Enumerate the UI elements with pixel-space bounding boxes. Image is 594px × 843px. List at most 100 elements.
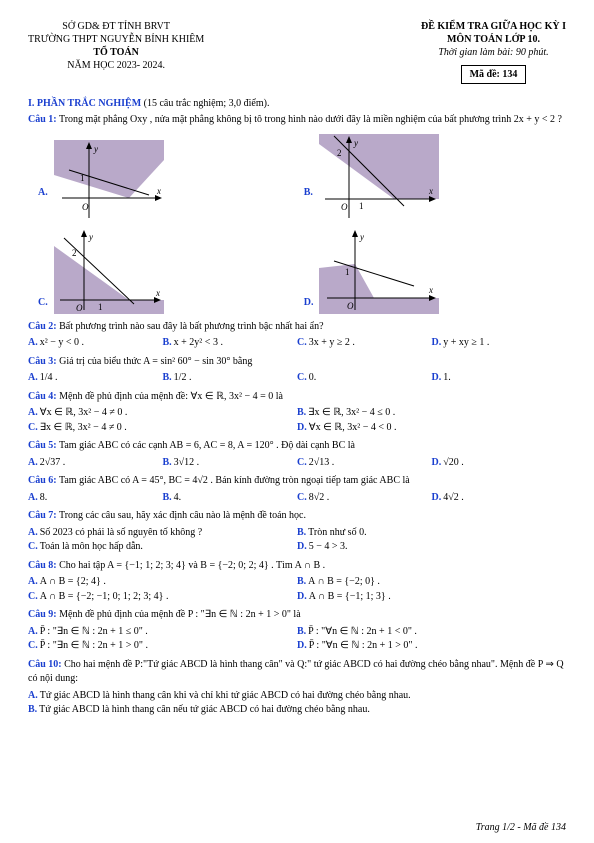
q6-d: D.4√2 . [432, 491, 567, 506]
question-10: Câu 10: Cho hai mệnh đề P:"Tứ giác ABCD … [28, 658, 566, 718]
q10-opts: A.Tứ giác ABCD là hình thang cân khi và … [28, 689, 566, 718]
q8-b: B.A ∩ B = {−2; 0} . [297, 575, 566, 590]
q3-text: Giá trị của biểu thức A = sin² 60° − sin… [59, 356, 252, 367]
section-i: I. PHẦN TRẮC NGHIỆM (15 câu trắc nghiệm;… [28, 98, 566, 109]
q6-text: Tam giác ABC có A = 45°, BC = 4√2 . Bán … [59, 475, 410, 486]
question-3: Câu 3: Giá trị của biểu thức A = sin² 60… [28, 355, 566, 386]
q2-a: A.x² − y < 0 . [28, 336, 163, 351]
q8-label: Câu 8: [28, 560, 57, 571]
svg-text:O: O [347, 301, 354, 311]
q7-label: Câu 7: [28, 510, 57, 521]
q4-b: B.∃x ∈ ℝ, 3x² − 4 ≤ 0 . [297, 406, 566, 421]
org-line4: NĂM HỌC 2023- 2024. [28, 59, 204, 72]
q5-text: Tam giác ABC có các cạnh AB = 6, AC = 8,… [59, 440, 355, 451]
q6-opts: A.8. B.4. C.8√2 . D.4√2 . [28, 491, 566, 506]
svg-text:O: O [82, 202, 89, 212]
section-i-label: I. PHẦN TRẮC NGHIỆM [28, 98, 141, 109]
q1-graphs-row1: A. O 1 x y B. [38, 134, 566, 222]
q3-b: B.1/2 . [163, 371, 298, 386]
q6-c: C.8√2 . [297, 491, 432, 506]
q1-opt-b-label: B. [304, 187, 313, 222]
q5-d: D.√20 . [432, 456, 567, 471]
q8-a: A.A ∩ B = {2; 4} . [28, 575, 297, 590]
svg-text:y: y [88, 232, 93, 242]
q2-c: C.3x + y ≥ 2 . [297, 336, 432, 351]
q1-opt-a-wrap: A. O 1 x y [38, 134, 164, 222]
question-8: Câu 8: Cho hai tập A = {−1; 1; 2; 3; 4} … [28, 559, 566, 605]
q8-text: Cho hai tập A = {−1; 1; 2; 3; 4} và B = … [59, 560, 325, 571]
q10-b: B.Tứ giác ABCD là hình thang cân nếu tứ … [28, 703, 566, 718]
svg-text:1: 1 [359, 201, 364, 211]
q9-b: B.P̄ : "∀n ∈ ℕ : 2n + 1 < 0" . [297, 625, 566, 640]
exam-code: Mã đề: 134 [461, 65, 527, 84]
graph-a: O 1 x y [54, 140, 164, 222]
svg-text:1: 1 [98, 302, 103, 312]
q5-b: B.3√12 . [163, 456, 298, 471]
q1-opt-c-label: C. [38, 297, 48, 314]
question-7: Câu 7: Trong các câu sau, hãy xác định c… [28, 509, 566, 555]
q2-label: Câu 2: [28, 321, 57, 332]
question-1: Câu 1: Trong mặt phẳng Oxy , nửa mặt phẳ… [28, 113, 566, 128]
svg-text:1: 1 [345, 267, 350, 277]
q6-b: B.4. [163, 491, 298, 506]
svg-text:y: y [359, 232, 364, 242]
q5-c: C.2√13 . [297, 456, 432, 471]
svg-text:1: 1 [80, 173, 85, 183]
q1-graphs-row2: C. O 1 2 x y D. [38, 228, 566, 314]
q2-b: B.x + 2y² < 3 . [163, 336, 298, 351]
q7-a: A.Số 2023 có phải là số nguyên tố không … [28, 526, 297, 541]
q4-a: A.∀x ∈ ℝ, 3x² − 4 ≠ 0 . [28, 406, 297, 421]
svg-text:x: x [428, 285, 433, 295]
q8-d: D.A ∩ B = {−1; 1; 3} . [297, 590, 566, 605]
q4-d: D.∀x ∈ ℝ, 3x² − 4 < 0 . [297, 421, 566, 436]
org-line3: TỔ TOÁN [28, 46, 204, 59]
q10-a: A.Tứ giác ABCD là hình thang cân khi và … [28, 689, 566, 704]
graph-c: O 1 2 x y [54, 228, 164, 314]
q9-d: D.P̄ : "∀n ∈ ℕ : 2n + 1 > 0" . [297, 639, 566, 654]
page-footer: Trang 1/2 - Mã đề 134 [476, 822, 566, 833]
q4-label: Câu 4: [28, 391, 57, 402]
q1-opt-a-label: A. [38, 187, 48, 222]
q7-c: C.Toán là môn học hấp dẫn. [28, 540, 297, 555]
question-5: Câu 5: Tam giác ABC có các cạnh AB = 6, … [28, 439, 566, 470]
q9-c: C.P̄ : "∃n ∈ ℕ : 2n + 1 > 0" . [28, 639, 297, 654]
q5-opts: A.2√37 . B.3√12 . C.2√13 . D.√20 . [28, 456, 566, 471]
question-9: Câu 9: Mệnh đề phủ định của mệnh đề P : … [28, 608, 566, 654]
q1-opt-d-label: D. [304, 297, 314, 314]
q7-text: Trong các câu sau, hãy xác định câu nào … [59, 510, 306, 521]
q3-opts: A.1/4 . B.1/2 . C.0. D.1. [28, 371, 566, 386]
svg-text:2: 2 [72, 248, 77, 258]
svg-text:x: x [156, 186, 161, 196]
q1-text: Trong mặt phẳng Oxy , nửa mặt phẳng khôn… [59, 114, 562, 125]
q3-a: A.1/4 . [28, 371, 163, 386]
svg-text:y: y [93, 144, 98, 154]
question-2: Câu 2: Bất phương trình nào sau đây là b… [28, 320, 566, 351]
q10-text: Cho hai mệnh đề P:"Tứ giác ABCD là hình … [28, 659, 564, 685]
q5-a: A.2√37 . [28, 456, 163, 471]
org-line1: SỞ GD& ĐT TỈNH BRVT [28, 20, 204, 33]
header-left: SỞ GD& ĐT TỈNH BRVT TRƯỜNG THPT NGUYỄN B… [28, 20, 204, 84]
q8-c: C.A ∩ B = {−2; −1; 0; 1; 2; 3; 4} . [28, 590, 297, 605]
q7-d: D.5 − 4 > 3. [297, 540, 566, 555]
q1-opt-d-wrap: D. O 1 x y [304, 228, 440, 314]
graph-d: O 1 x y [319, 228, 439, 314]
svg-text:x: x [155, 288, 160, 298]
q8-opts: A.A ∩ B = {2; 4} . B.A ∩ B = {−2; 0} . C… [28, 575, 566, 604]
org-line2: TRƯỜNG THPT NGUYỄN BỈNH KHIÊM [28, 33, 204, 46]
header-right: ĐỀ KIỂM TRA GIỮA HỌC KỲ I MÔN TOÁN LỚP 1… [421, 20, 566, 84]
question-4: Câu 4: Mệnh đề phủ định của mệnh đề: ∀x … [28, 390, 566, 436]
page: SỞ GD& ĐT TỈNH BRVT TRƯỜNG THPT NGUYỄN B… [0, 0, 594, 728]
question-6: Câu 6: Tam giác ABC có A = 45°, BC = 4√2… [28, 474, 566, 505]
q1-label: Câu 1: [28, 114, 57, 125]
q6-a: A.8. [28, 491, 163, 506]
q3-label: Câu 3: [28, 356, 57, 367]
q9-a: A.P̄ : "∃n ∈ ℕ : 2n + 1 ≤ 0" . [28, 625, 297, 640]
duration: Thời gian làm bài: 90 phút. [421, 46, 566, 59]
q2-opts: A.x² − y < 0 . B.x + 2y² < 3 . C.3x + y … [28, 336, 566, 351]
q5-label: Câu 5: [28, 440, 57, 451]
svg-text:x: x [428, 186, 433, 196]
svg-text:2: 2 [337, 148, 342, 158]
q4-text: Mệnh đề phủ định của mệnh đề: ∀x ∈ ℝ, 3x… [59, 391, 283, 402]
q9-label: Câu 9: [28, 609, 57, 620]
svg-text:O: O [76, 303, 83, 313]
